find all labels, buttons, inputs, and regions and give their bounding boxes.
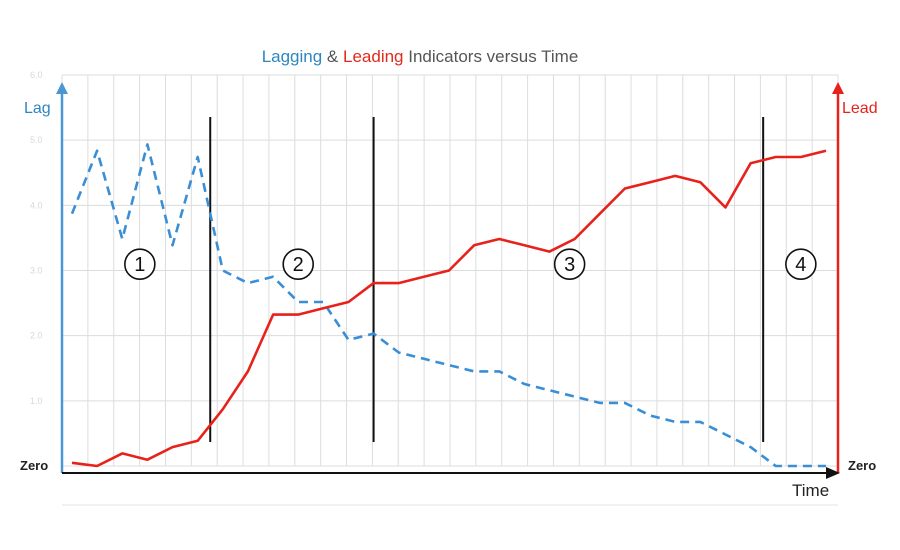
chart-title: Lagging & Leading Indicators versus Time: [262, 47, 579, 66]
phase-marker-circle: [785, 248, 817, 280]
axes: [56, 82, 844, 506]
y-tick-label: 3.0: [30, 266, 43, 276]
phase-dividers: [209, 117, 765, 442]
phase-marker-circle: [282, 248, 315, 280]
y-tick-labels: 6.0 5.0 4.0 3.0 2.0 1.0: [30, 70, 43, 406]
left-axis-arrow: [56, 82, 68, 94]
right-zero-label: Zero: [848, 458, 876, 473]
x-axis-label: Time: [792, 481, 829, 500]
y-tick-label: 4.0: [30, 200, 43, 210]
phase-marker-circle: [553, 248, 586, 280]
grid: [61, 74, 839, 467]
y-tick-label: 6.0: [30, 70, 43, 80]
right-axis-arrow: [832, 82, 844, 94]
y-tick-label: 1.0: [30, 396, 43, 406]
left-axis-label: Lag: [24, 100, 51, 117]
phase-label: 4: [795, 254, 806, 276]
title-part: &: [322, 47, 343, 66]
right-axis-label: Lead: [842, 100, 878, 117]
y-tick-label: 5.0: [30, 135, 43, 145]
title-part: Leading: [343, 47, 404, 66]
y-tick-label: 2.0: [30, 331, 43, 341]
phase-marker-circle: [124, 248, 156, 280]
phase-label: 2: [293, 254, 304, 276]
left-zero-label: Zero: [20, 458, 48, 473]
title-part: Indicators versus Time: [404, 47, 579, 66]
phase-label: 1: [134, 254, 145, 276]
phase-markers: 1 2 3 4: [124, 248, 817, 280]
x-axis-arrow: [826, 467, 840, 479]
phase-label: 3: [564, 254, 575, 276]
series-line-lagging: [70, 143, 826, 468]
title-part: Lagging: [262, 47, 323, 66]
series-lines: [70, 143, 827, 468]
